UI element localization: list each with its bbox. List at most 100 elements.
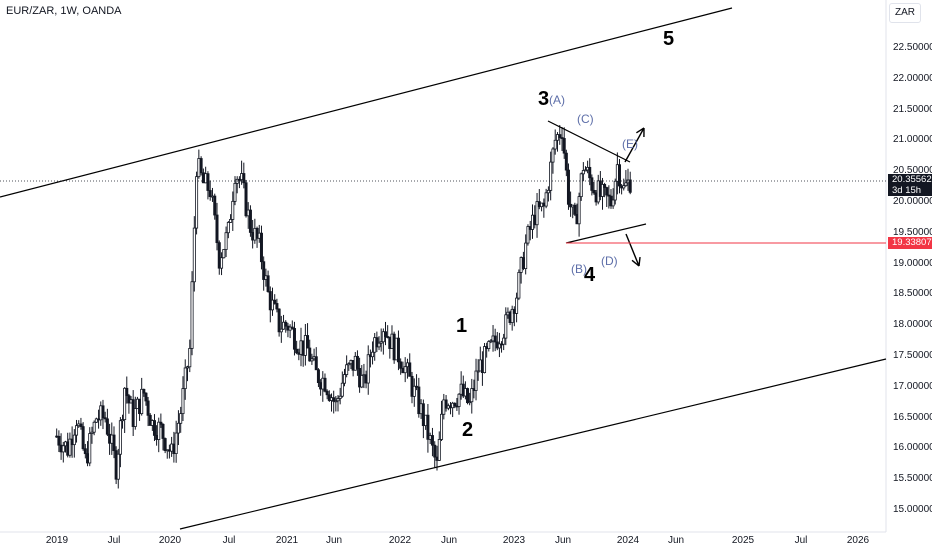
- candle-body: [544, 192, 548, 207]
- sub-wave-label: (E): [622, 137, 638, 151]
- triangle-lower-line: [565, 223, 647, 244]
- candle-body: [215, 214, 219, 244]
- y-tick-label: 19.00000: [893, 257, 932, 269]
- candle-body: [213, 195, 217, 216]
- candle-body: [375, 337, 379, 348]
- sub-wave-label: (B): [571, 262, 587, 276]
- candle-body: [542, 202, 546, 207]
- candle-body: [521, 257, 525, 270]
- candle-body: [410, 375, 414, 397]
- y-tick-label: 16.00000: [893, 442, 932, 454]
- candle-body: [325, 390, 329, 396]
- candle-body: [379, 341, 383, 344]
- candle-body: [88, 433, 92, 464]
- channel-upper-line: [0, 7, 733, 198]
- candle-body: [292, 328, 296, 350]
- candle-body: [524, 242, 528, 270]
- candle-body: [176, 422, 180, 434]
- x-tick-label: 2022: [388, 535, 412, 546]
- candle-body: [345, 364, 349, 375]
- bar-countdown: 3d 15h: [892, 185, 922, 196]
- candle-body: [412, 385, 416, 397]
- candle-body: [558, 134, 562, 138]
- candle-body: [266, 275, 270, 292]
- x-tick-label: Jun: [667, 535, 685, 546]
- candle-body: [157, 421, 161, 440]
- candle-body: [90, 431, 94, 434]
- candle-body: [442, 399, 446, 415]
- candle-body: [474, 370, 478, 391]
- candle-body: [517, 272, 521, 299]
- candle-body: [105, 418, 109, 435]
- sub-wave-label: (D): [601, 254, 618, 268]
- y-tick-label: 20.50000: [893, 165, 932, 177]
- candle-body: [535, 201, 539, 226]
- candle-body: [163, 438, 167, 451]
- candle-body: [206, 173, 210, 191]
- wave-label: 3: [538, 88, 550, 110]
- candle-body: [79, 423, 83, 427]
- candle-body: [453, 402, 457, 407]
- candle-body: [174, 432, 178, 455]
- candle-body: [242, 173, 246, 184]
- x-tick-label: 2019: [45, 535, 69, 546]
- candle-body: [622, 185, 626, 189]
- candle-body: [217, 242, 221, 269]
- candle-body: [476, 370, 480, 373]
- y-tick-label: 15.50000: [893, 473, 932, 485]
- candle-body: [592, 189, 596, 194]
- candle-body: [347, 363, 351, 366]
- candle-body: [366, 354, 370, 384]
- candle-body: [101, 405, 105, 419]
- candle-body: [159, 421, 163, 425]
- candle-body: [421, 403, 425, 427]
- candle-body: [229, 219, 233, 223]
- candle-body: [144, 392, 148, 402]
- candle-body: [573, 204, 577, 215]
- candle-body: [224, 232, 228, 250]
- candle-body: [528, 226, 532, 230]
- currency-badge[interactable]: ZAR: [889, 3, 921, 23]
- candle-body: [405, 362, 409, 368]
- candle-body: [424, 414, 428, 427]
- candle-body: [444, 399, 448, 409]
- y-tick-label: 22.50000: [893, 42, 932, 53]
- candle-body: [403, 366, 407, 374]
- candle-body: [502, 337, 506, 345]
- candle-body: [457, 393, 461, 407]
- symbol-label[interactable]: EUR/ZAR, 1W, OANDA: [6, 5, 122, 17]
- candle-body: [428, 435, 432, 440]
- x-tick-label: Jun: [440, 535, 458, 546]
- breakdown-down-arrow: [625, 233, 641, 267]
- candle-body: [384, 331, 388, 337]
- candle-body: [515, 297, 519, 314]
- candle-body: [72, 434, 76, 446]
- x-tick-label: 2020: [158, 535, 182, 546]
- y-tick-label: 18.00000: [893, 319, 932, 331]
- candle-body: [440, 413, 444, 440]
- candle-body: [262, 261, 266, 280]
- candle-body: [284, 321, 288, 327]
- candle-body: [628, 179, 632, 193]
- candle-body: [334, 400, 338, 403]
- candle-body: [466, 388, 470, 404]
- candle-body: [314, 356, 318, 371]
- candle-body: [226, 222, 230, 234]
- candle-body: [183, 367, 187, 390]
- candle-body: [435, 456, 439, 461]
- candle-body: [316, 369, 320, 384]
- candle-body: [81, 426, 85, 450]
- candle-body: [323, 377, 327, 392]
- candle-body: [377, 342, 381, 348]
- x-tick-label: 2021: [275, 535, 299, 546]
- price-axis-bg: [886, 0, 932, 550]
- candle-body: [497, 343, 501, 349]
- candle-body: [430, 435, 434, 446]
- candle-body: [195, 176, 199, 229]
- current-price-value: 20.35562: [892, 174, 932, 185]
- candle-body: [340, 382, 344, 397]
- y-tick-label: 22.00000: [893, 72, 932, 84]
- candle-body: [526, 226, 530, 244]
- candle-body: [510, 308, 514, 324]
